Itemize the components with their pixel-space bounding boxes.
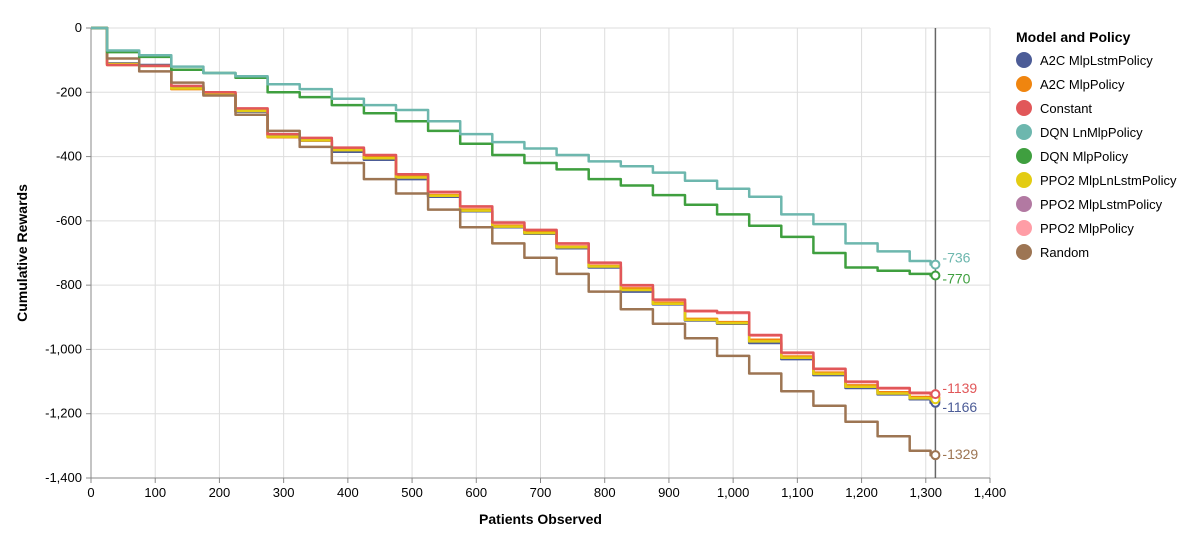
x-tick-label: 800 xyxy=(594,485,616,500)
end-label-2: -1139 xyxy=(942,380,977,396)
legend-swatch-7 xyxy=(1016,220,1032,236)
y-tick-label: -800 xyxy=(56,277,82,292)
legend-swatch-5 xyxy=(1016,172,1032,188)
end-point-4 xyxy=(930,270,941,281)
x-tick-label: 200 xyxy=(209,485,231,500)
end-point-2 xyxy=(930,389,941,400)
x-tick-label: 1,200 xyxy=(845,485,878,500)
x-tick-label: 1,400 xyxy=(974,485,1007,500)
series-line-8 xyxy=(91,26,936,457)
y-tick-label: -400 xyxy=(56,149,82,164)
x-tick-label: 600 xyxy=(465,485,487,500)
x-tick-label: 0 xyxy=(87,485,94,500)
x-tick-label: 700 xyxy=(530,485,552,500)
series-line-7 xyxy=(91,26,936,397)
legend-label-6: PPO2 MlpLstmPolicy xyxy=(1040,197,1163,212)
legend-label-7: PPO2 MlpPolicy xyxy=(1040,221,1134,236)
end-point-8 xyxy=(930,450,941,461)
y-tick-label: -600 xyxy=(56,213,82,228)
y-tick-label: 0 xyxy=(75,20,82,35)
legend-swatch-4 xyxy=(1016,148,1032,164)
x-tick-label: 100 xyxy=(144,485,166,500)
legend-label-1: A2C MlpPolicy xyxy=(1040,77,1125,92)
x-tick-label: 1,100 xyxy=(781,485,814,500)
x-tick-label: 500 xyxy=(401,485,423,500)
end-label-0: -1166 xyxy=(942,399,977,415)
legend-swatch-1 xyxy=(1016,76,1032,92)
legend-swatch-6 xyxy=(1016,196,1032,212)
y-tick-label: -1,400 xyxy=(45,470,82,485)
legend-swatch-8 xyxy=(1016,244,1032,260)
legend-label-2: Constant xyxy=(1040,101,1092,116)
legend-swatch-2 xyxy=(1016,100,1032,116)
y-axis-title: Cumulative Rewards xyxy=(14,184,30,322)
x-axis-title: Patients Observed xyxy=(479,511,602,527)
end-point-3 xyxy=(930,259,941,270)
series-line-3 xyxy=(91,26,936,266)
x-tick-label: 1,300 xyxy=(910,485,943,500)
legend-swatch-0 xyxy=(1016,52,1032,68)
end-label-4: -770 xyxy=(942,271,970,287)
series-line-1 xyxy=(91,26,936,399)
series-line-4 xyxy=(91,26,936,277)
legend: Model and Policy A2C MlpLstmPolicy A2C Mlp… xyxy=(1016,29,1177,260)
legend-title: Model and Policy xyxy=(1016,29,1131,45)
x-tick-label: 1,000 xyxy=(717,485,750,500)
legend-label-4: DQN MlpPolicy xyxy=(1040,149,1129,164)
series-line-2 xyxy=(91,26,936,396)
y-tick-label: -200 xyxy=(56,84,82,99)
y-tick-label: -1,000 xyxy=(45,341,82,356)
end-label-3: -736 xyxy=(942,250,970,266)
series-lines xyxy=(91,26,936,457)
legend-label-8: Random xyxy=(1040,245,1089,260)
end-label-8: -1329 xyxy=(942,446,978,462)
legend-label-0: A2C MlpLstmPolicy xyxy=(1040,53,1153,68)
x-tick-label: 400 xyxy=(337,485,359,500)
legend-swatch-3 xyxy=(1016,124,1032,140)
y-tick-label: -1,200 xyxy=(45,406,82,421)
axes: 0 100 200 300 400 500 600 700 800 900 1,000 1,100 1,… xyxy=(14,20,1006,527)
legend-label-5: PPO2 MlpLnLstmPolicy xyxy=(1040,173,1177,188)
legend-label-3: DQN LnMlpPolicy xyxy=(1040,125,1143,140)
end-markers: -1166 -1139 -1329 -770 -736 xyxy=(930,250,978,462)
x-tick-label: 900 xyxy=(658,485,680,500)
x-tick-label: 300 xyxy=(273,485,295,500)
